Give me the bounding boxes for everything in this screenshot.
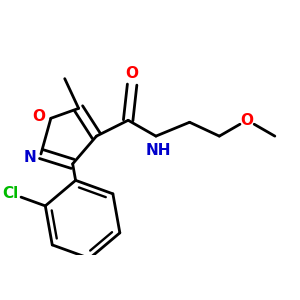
Text: NH: NH (145, 142, 171, 158)
Text: Cl: Cl (2, 186, 19, 201)
Text: O: O (32, 109, 46, 124)
Text: N: N (23, 150, 36, 165)
Text: O: O (126, 66, 139, 81)
Text: O: O (241, 113, 254, 128)
